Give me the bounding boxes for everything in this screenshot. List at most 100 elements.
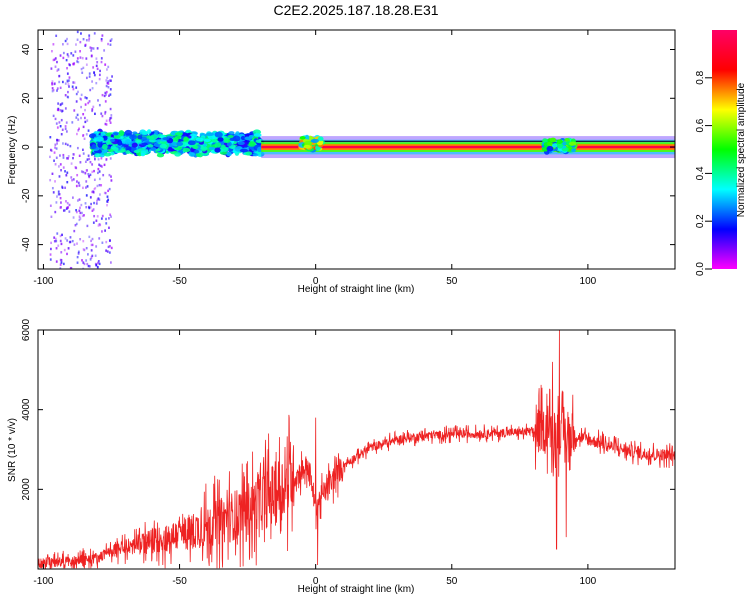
- spectrogram-cell: [72, 153, 74, 156]
- spectrogram-cell: [104, 91, 107, 95]
- spectrogram-cell: [105, 93, 107, 96]
- spectrogram-cell: [64, 186, 67, 189]
- spectrogram-cell: [49, 136, 52, 139]
- spectrogram-cell: [70, 52, 73, 55]
- spectrogram-cell: [85, 205, 88, 209]
- spectrogram-cell: [64, 107, 67, 110]
- spectrogram-cell: [54, 117, 57, 121]
- spectrogram-cell: [303, 144, 311, 149]
- spectrogram-cell: [57, 190, 60, 193]
- colorbar-gradient: [712, 30, 737, 269]
- spectrogram-cell: [98, 183, 101, 187]
- spectrogram-cell: [146, 129, 152, 134]
- spectrogram-cell: [55, 122, 58, 125]
- spectrogram-cell: [99, 69, 101, 73]
- spectrogram-cell: [66, 95, 69, 99]
- spectrogram-cell: [91, 237, 94, 241]
- spectrogram-cell: [68, 79, 70, 82]
- spectrogram-cell: [214, 131, 223, 138]
- spectrogram-cell: [54, 180, 56, 183]
- spectrogram-cell: [76, 38, 79, 41]
- spectrogram-cell: [64, 94, 67, 97]
- spectrogram-cell: [108, 239, 111, 242]
- spectrogram-cell: [220, 144, 226, 149]
- y-tick-label: 0: [21, 144, 32, 150]
- spectrogram-cell: [85, 96, 88, 100]
- spectrogram-cell: [53, 151, 56, 154]
- spectrogram-cell: [91, 80, 94, 83]
- spectrogram-cell: [103, 94, 106, 98]
- spectrogram-cell: [84, 96, 87, 99]
- spectrogram-cell: [90, 256, 93, 259]
- spectrogram-cell: [141, 142, 148, 146]
- spectrogram-cell: [61, 128, 64, 131]
- spectrogram-cell: [73, 109, 76, 112]
- spectrogram-cell: [60, 118, 63, 122]
- spectrogram-cell: [78, 218, 81, 222]
- colorbar-tick-label: 0.4: [695, 166, 706, 180]
- spectrogram-cell: [85, 194, 88, 197]
- spectrogram-cell: [82, 37, 85, 41]
- spectrogram-cell: [217, 137, 224, 142]
- spectrogram-cell: [102, 143, 108, 150]
- spectrogram-cell: [101, 34, 104, 37]
- spectrogram-cell: [125, 138, 131, 145]
- spectrogram-cell: [83, 248, 86, 252]
- spectrogram-cell: [205, 132, 214, 137]
- spectrogram-cell: [67, 83, 70, 86]
- spectrogram-cell: [88, 175, 91, 179]
- spectrogram-cell: [100, 164, 103, 168]
- x-tick-label: -50: [172, 576, 187, 587]
- spectrogram-cell: [84, 103, 87, 106]
- spectrogram-cell: [89, 258, 92, 261]
- carrier-band: [261, 145, 675, 149]
- colorbar-tick-label: 0.0: [695, 262, 706, 276]
- spectrogram-cell: [109, 157, 112, 160]
- spectrogram-cell: [171, 141, 177, 147]
- spectrogram-cell: [299, 136, 306, 140]
- spectrogram-cell: [56, 69, 59, 72]
- spectrogram-cell: [97, 259, 100, 263]
- spectrogram-cell: [67, 247, 70, 250]
- spectrogram-cell: [108, 187, 111, 191]
- spectrogram-cell: [67, 157, 69, 160]
- spectrogram-cell: [62, 156, 65, 159]
- spectrogram-cell: [81, 214, 84, 218]
- spectrogram-cell: [110, 79, 112, 82]
- spectrogram-cell: [101, 114, 104, 118]
- spectrogram-cell: [93, 187, 96, 191]
- spectrogram-y-ticks: -40 -20 0 20 40: [21, 44, 675, 252]
- spectrogram-cell: [75, 116, 78, 119]
- spectrogram-cell: [102, 173, 105, 177]
- spectrogram-cell: [76, 199, 79, 202]
- spectrogram-cell: [79, 217, 82, 220]
- spectrogram-cell: [80, 67, 83, 71]
- colorbar-ticks: 0.0 0.2 0.4 0.6 0.8: [695, 70, 712, 276]
- spectrogram-cell: [61, 102, 64, 105]
- spectrogram-cell: [109, 43, 112, 46]
- spectrogram-cell: [76, 242, 78, 245]
- spectrogram-cell: [551, 143, 558, 148]
- spectrogram-cell: [64, 82, 67, 85]
- spectrogram-cell: [51, 49, 53, 53]
- spectrogram-cell: [85, 186, 87, 189]
- spectrogram-cell: [80, 98, 82, 101]
- spectrogram-cell: [556, 139, 563, 145]
- spectrogram-cell: [76, 261, 79, 264]
- spectrogram-cell: [59, 154, 61, 157]
- x-tick-label: 100: [580, 276, 597, 287]
- spectrogram-cell: [84, 172, 87, 175]
- spectrogram-cell: [60, 242, 63, 246]
- spectrogram-cell: [97, 99, 99, 102]
- spectrogram-cell: [92, 47, 95, 50]
- spectrogram-cell: [162, 137, 170, 141]
- spectrogram-cell: [137, 135, 143, 140]
- spectrogram-cell: [86, 185, 89, 188]
- spectrogram-cell: [50, 215, 53, 218]
- spectrogram-cell: [107, 65, 110, 69]
- spectrogram-cell: [60, 201, 62, 204]
- spectrogram-cell: [107, 82, 110, 85]
- spectrogram-cell: [72, 156, 74, 160]
- spectrogram-cell: [54, 65, 57, 68]
- spectrogram-cell: [133, 149, 140, 154]
